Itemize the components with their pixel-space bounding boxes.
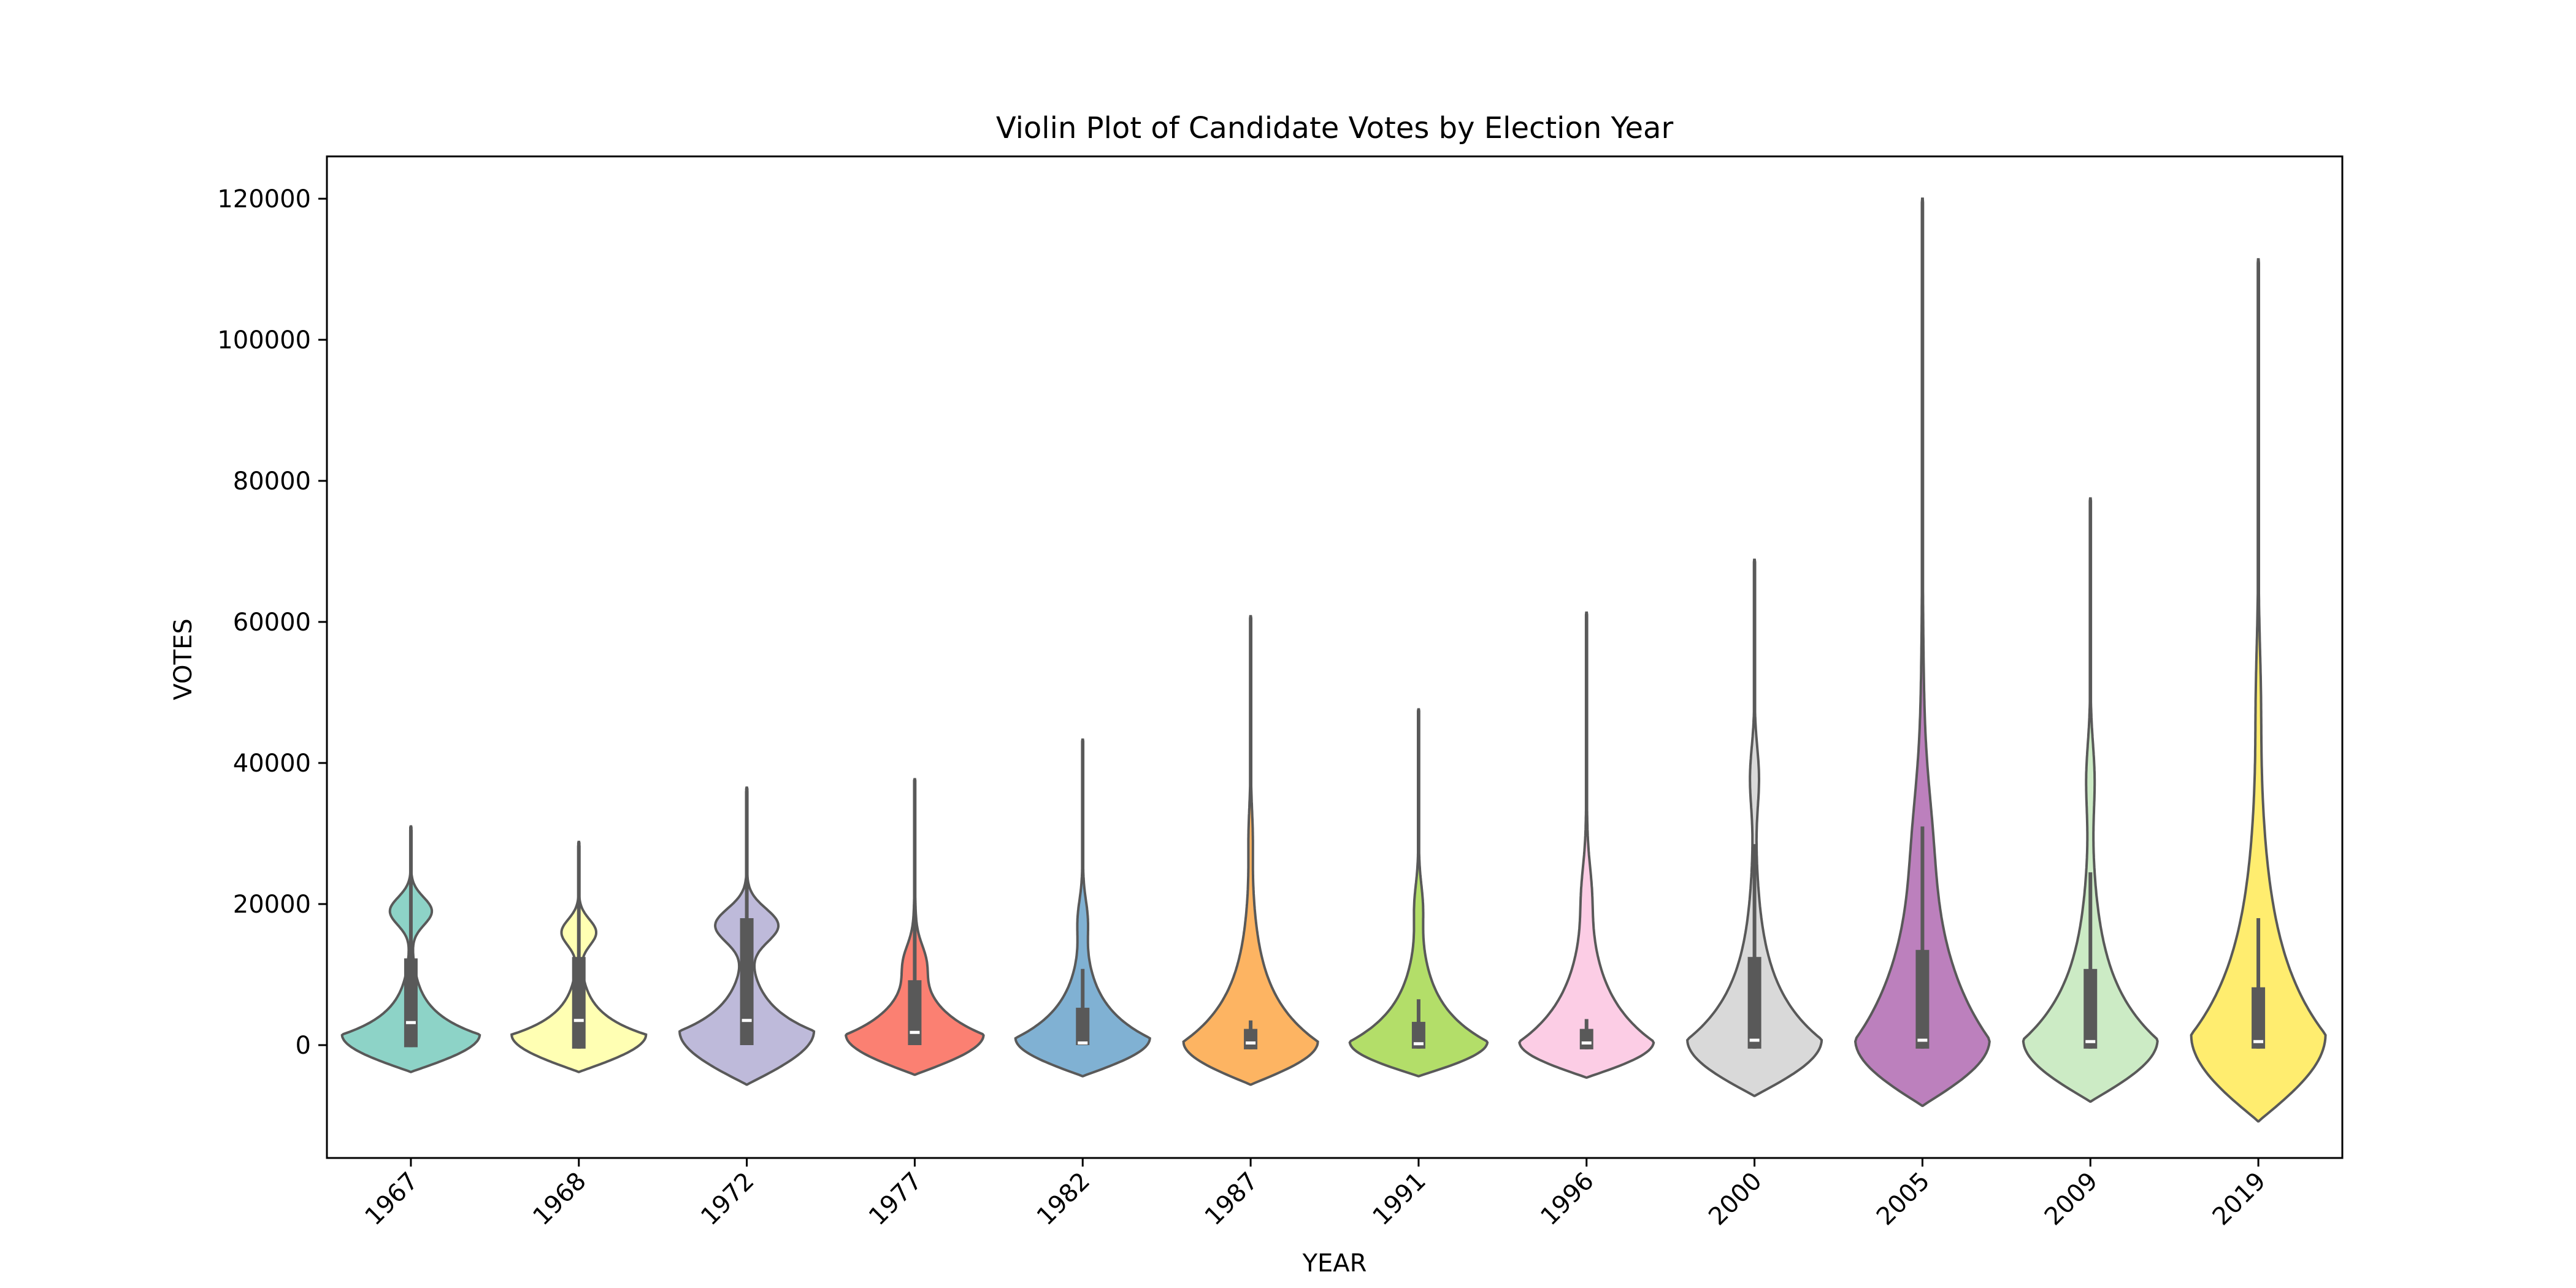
y-tick-label: 100000 — [217, 326, 311, 355]
y-tick-label: 20000 — [233, 891, 311, 919]
violin-box-2000 — [1747, 957, 1761, 1049]
violin-body-2005 — [1853, 197, 1991, 1107]
violin-body-1982 — [1014, 738, 1151, 1078]
violin-box-1968 — [572, 957, 586, 1049]
violin-box-1987 — [1244, 1029, 1258, 1049]
plot-frame — [326, 155, 2344, 1159]
y-axis-ticks: 0 20000 40000 60000 80000 100000 120000 — [217, 185, 327, 1060]
violins-layer — [340, 197, 2327, 1123]
violin-box-2019 — [2252, 987, 2266, 1049]
violin-body-2000 — [1686, 558, 1823, 1097]
violin-box-1982 — [1076, 1008, 1090, 1045]
y-tick-label: 0 — [296, 1032, 311, 1060]
violin-box-1967 — [404, 958, 418, 1048]
y-tick-label: 60000 — [233, 608, 311, 637]
violin-box-2009 — [2083, 968, 2098, 1049]
y-axis-label: VOTES — [169, 618, 197, 700]
y-tick-label: 120000 — [217, 185, 311, 213]
y-tick-label: 80000 — [233, 467, 311, 496]
x-axis-label: YEAR — [1302, 1249, 1367, 1278]
violin-body-1991 — [1348, 708, 1489, 1078]
chart-title: Violin Plot of Candidate Votes by Electi… — [996, 111, 1674, 145]
violin-body-2009 — [2022, 497, 2159, 1103]
violin-box-2005 — [1915, 949, 1930, 1049]
violin-body-1987 — [1182, 615, 1319, 1086]
violin-box-1996 — [1579, 1029, 1593, 1049]
y-tick-label: 40000 — [233, 749, 311, 778]
violin-box-1977 — [908, 980, 922, 1045]
violin-body-2019 — [2190, 258, 2327, 1123]
violin-box-1972 — [740, 918, 754, 1045]
violin-box-1991 — [1411, 1022, 1425, 1049]
violin-body-1996 — [1518, 611, 1655, 1079]
